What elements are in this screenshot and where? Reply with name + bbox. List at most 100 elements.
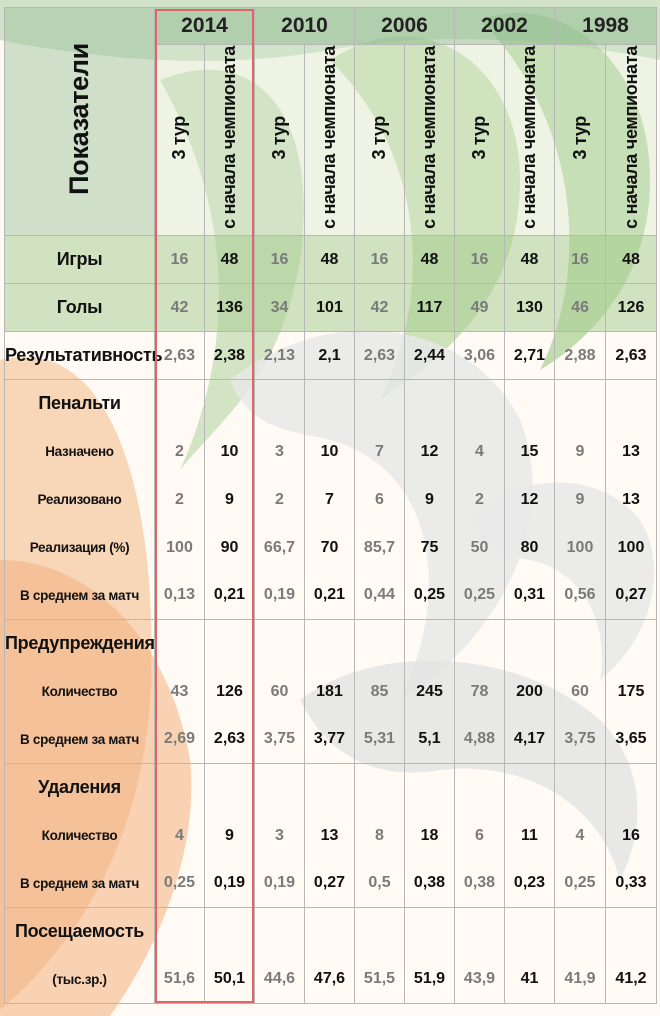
- value-total: 0,33: [605, 859, 657, 908]
- table-row: Пенальти: [4, 379, 657, 428]
- value-total: 51,9: [404, 955, 455, 1004]
- value-total: 50,1: [204, 955, 255, 1004]
- row-label: Результативность: [4, 331, 163, 380]
- value-round: 51,6: [154, 955, 205, 1004]
- value-round: 0,56: [554, 571, 606, 620]
- value-round: 0,13: [154, 571, 205, 620]
- value-total: 136: [204, 283, 255, 332]
- value-total: 9: [404, 475, 455, 524]
- value-total: [605, 907, 657, 956]
- value-round: 49: [454, 283, 505, 332]
- value-round: 4: [154, 811, 205, 860]
- value-round: 3: [254, 811, 305, 860]
- value-total: 9: [204, 475, 255, 524]
- value-round: [454, 907, 505, 956]
- value-total: 41: [504, 955, 555, 1004]
- header-label-cell: Показатели: [4, 7, 155, 236]
- row-label: Удаления: [4, 763, 155, 812]
- value-total: 48: [404, 235, 455, 284]
- value-round: [154, 907, 205, 956]
- value-total: 10: [204, 427, 255, 476]
- value-total: [304, 619, 355, 668]
- table-row: В среднем за матч 2,69 2,63 3,75 3,77 5,31 5,1…: [4, 715, 657, 764]
- row-label: Пенальти: [4, 379, 155, 428]
- value-round: 0,25: [454, 571, 505, 620]
- value-total: 100: [605, 523, 657, 572]
- value-total: 130: [504, 283, 555, 332]
- value-round: 100: [554, 523, 606, 572]
- value-round: [154, 619, 205, 668]
- value-total: 0,19: [204, 859, 255, 908]
- value-round: 85,7: [354, 523, 405, 572]
- row-label: Назначено: [4, 427, 155, 476]
- value-round: 16: [554, 235, 606, 284]
- value-round: 2,13: [254, 331, 305, 380]
- subheader-total: с начала чемпионата: [219, 46, 239, 229]
- value-total: 10: [304, 427, 355, 476]
- value-total: 75: [404, 523, 455, 572]
- value-total: 3,77: [304, 715, 355, 764]
- value-total: 2,63: [605, 331, 657, 380]
- header-label: Показатели: [64, 43, 94, 195]
- value-total: [605, 619, 657, 668]
- value-round: 3,75: [554, 715, 606, 764]
- value-total: 12: [404, 427, 455, 476]
- table-row: В среднем за матч 0,13 0,21 0,19 0,21 0,44 0,2…: [4, 571, 657, 620]
- value-round: 34: [254, 283, 305, 332]
- row-label: Количество: [4, 667, 155, 716]
- value-total: 9: [204, 811, 255, 860]
- value-round: 2,88: [554, 331, 606, 380]
- value-round: 16: [454, 235, 505, 284]
- year-header: 2014: [154, 7, 255, 45]
- year-header: 2010: [254, 7, 355, 45]
- value-round: [454, 379, 505, 428]
- value-total: [404, 763, 455, 812]
- value-total: 13: [605, 427, 657, 476]
- value-total: 48: [605, 235, 657, 284]
- table-row: Количество 4 9 3 13 8 18 6 11 4 16: [4, 811, 657, 860]
- subheader-round: 3 тур: [169, 115, 189, 160]
- value-round: 100: [154, 523, 205, 572]
- row-label: Голы: [4, 283, 155, 332]
- value-total: 126: [204, 667, 255, 716]
- table-row: В среднем за матч 0,25 0,19 0,19 0,27 0,5 0,38…: [4, 859, 657, 908]
- value-total: 117: [404, 283, 455, 332]
- value-round: 4: [554, 811, 606, 860]
- value-total: [204, 763, 255, 812]
- value-total: [204, 907, 255, 956]
- subheader-round: 3 тур: [569, 115, 590, 160]
- table-row: Реализация (%) 100 90 66,7 70 85,7 75 50 80 100 10…: [4, 523, 657, 572]
- value-total: 13: [605, 475, 657, 524]
- table-row: Назначено 2 10 3 10 7 12 4 15 9 13: [4, 427, 657, 476]
- value-total: 2,63: [204, 715, 255, 764]
- value-round: 2: [254, 475, 305, 524]
- value-round: [554, 907, 606, 956]
- value-total: 18: [404, 811, 455, 860]
- value-total: [404, 619, 455, 668]
- table-row: Посещаемость: [4, 907, 657, 956]
- row-label: Реализация (%): [4, 523, 155, 572]
- subheader-total: с начала чемпионата: [519, 46, 539, 229]
- value-total: 5,1: [404, 715, 455, 764]
- value-total: [605, 763, 657, 812]
- value-round: 5,31: [354, 715, 405, 764]
- value-round: 0,25: [154, 859, 205, 908]
- value-total: 181: [304, 667, 355, 716]
- value-round: 60: [554, 667, 606, 716]
- value-round: [354, 619, 405, 668]
- table-row: Количество 43 126 60 181 85 245 78 200 60 175: [4, 667, 657, 716]
- value-round: 42: [154, 283, 205, 332]
- value-round: 0,5: [354, 859, 405, 908]
- value-total: [504, 619, 555, 668]
- value-round: 60: [254, 667, 305, 716]
- value-round: [454, 763, 505, 812]
- value-total: [304, 379, 355, 428]
- value-round: [154, 379, 205, 428]
- value-round: [254, 907, 305, 956]
- table-row: Результативность 2,63 2,38 2,13 2,1 2,63 2,44 3…: [4, 331, 657, 380]
- value-total: 200: [504, 667, 555, 716]
- value-round: [554, 619, 606, 668]
- value-round: [354, 379, 405, 428]
- value-round: 41,9: [554, 955, 606, 1004]
